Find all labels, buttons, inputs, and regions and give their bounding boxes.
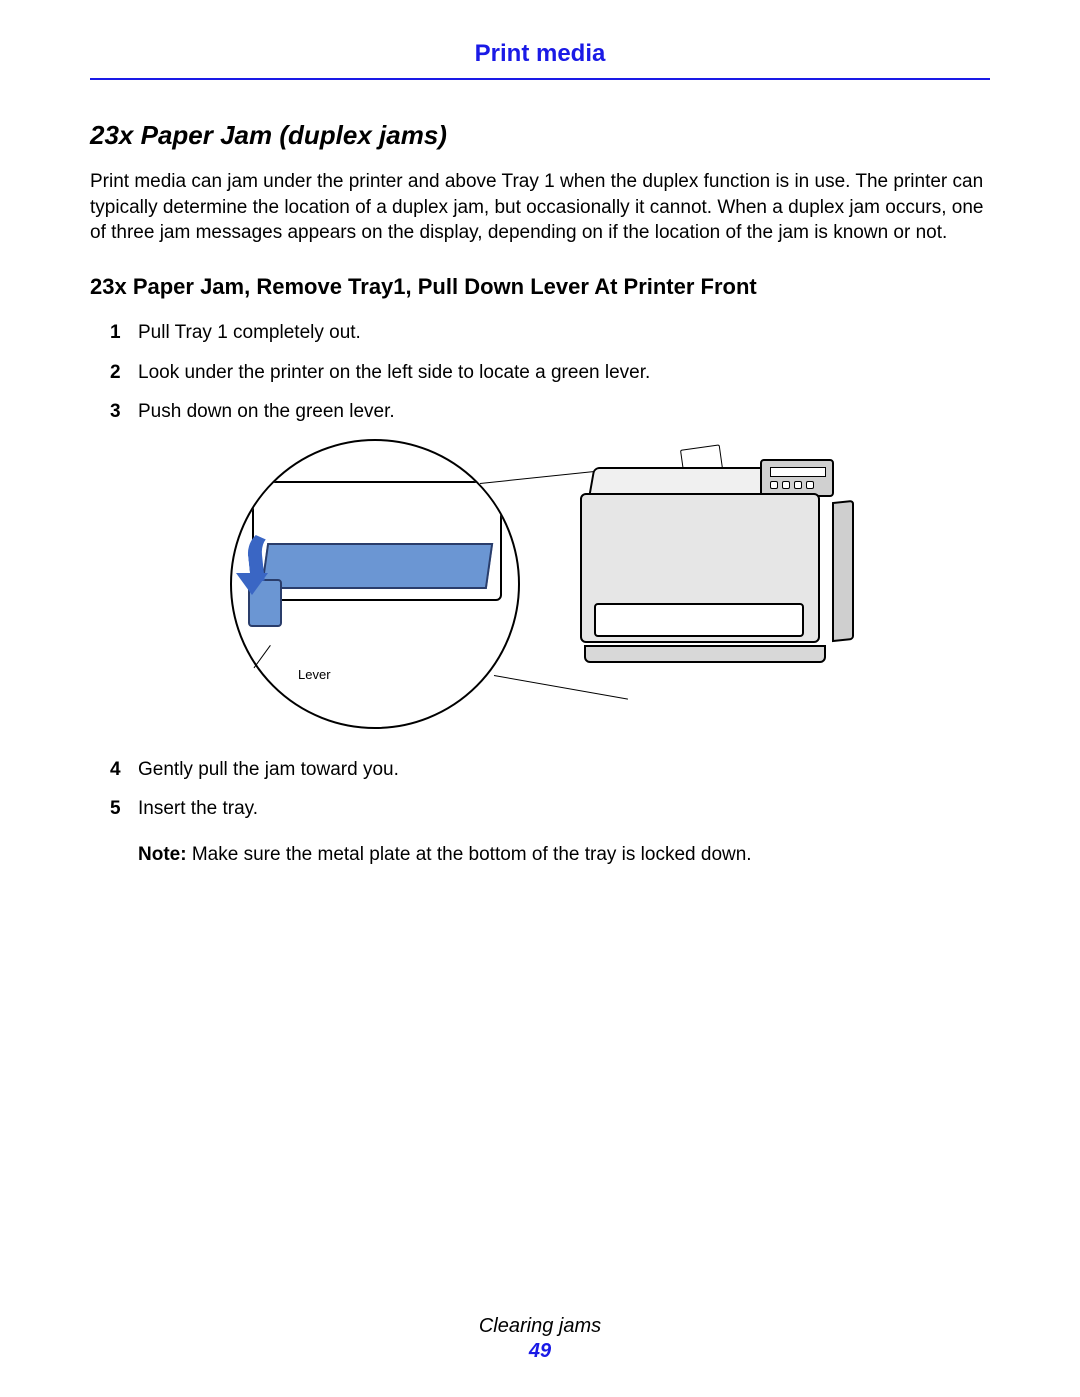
subsection-title: 23x Paper Jam, Remove Tray1, Pull Down L… bbox=[90, 274, 990, 300]
step-number: 4 bbox=[110, 757, 138, 783]
footer-page-number: 49 bbox=[0, 1340, 1080, 1363]
printer-tray-slot bbox=[594, 603, 804, 637]
printer-button-row bbox=[770, 481, 814, 489]
page-footer: Clearing jams 49 bbox=[0, 1315, 1080, 1363]
step-number: 1 bbox=[110, 320, 138, 346]
chapter-title: Print media bbox=[90, 40, 990, 68]
step-4: 4 Gently pull the jam toward you. bbox=[110, 757, 990, 783]
printer-button-icon bbox=[794, 481, 802, 489]
intro-paragraph: Print media can jam under the printer an… bbox=[90, 169, 990, 246]
callout-circle bbox=[230, 439, 520, 729]
figure-container: Lever bbox=[90, 439, 990, 739]
step-number: 5 bbox=[110, 796, 138, 822]
step-text: Look under the printer on the left side … bbox=[138, 360, 990, 386]
note-label: Note: bbox=[138, 844, 187, 865]
printer-figure: Lever bbox=[230, 439, 850, 739]
steps-list: 1 Pull Tray 1 completely out. 2 Look und… bbox=[90, 320, 990, 425]
page: Print media 23x Paper Jam (duplex jams) … bbox=[0, 0, 1080, 1397]
step-text: Gently pull the jam toward you. bbox=[138, 757, 990, 783]
duplex-panel bbox=[261, 543, 493, 589]
step-text: Insert the tray. bbox=[138, 796, 990, 822]
callout-detail bbox=[252, 481, 502, 641]
footer-section-name: Clearing jams bbox=[0, 1315, 1080, 1338]
step-2: 2 Look under the printer on the left sid… bbox=[110, 360, 990, 386]
printer-side bbox=[832, 500, 854, 642]
printer-display-icon bbox=[770, 467, 826, 477]
step-text: Push down on the green lever. bbox=[138, 399, 990, 425]
lever-label: Lever bbox=[298, 667, 331, 682]
note-text: Make sure the metal plate at the bottom … bbox=[187, 844, 752, 865]
section-title: 23x Paper Jam (duplex jams) bbox=[90, 120, 990, 151]
push-down-arrow-icon bbox=[234, 529, 290, 601]
printer-button-icon bbox=[806, 481, 814, 489]
step-5: 5 Insert the tray. bbox=[110, 796, 990, 822]
step-text: Pull Tray 1 completely out. bbox=[138, 320, 990, 346]
printer-base bbox=[584, 645, 826, 663]
step-number: 3 bbox=[110, 399, 138, 425]
step-3: 3 Push down on the green lever. bbox=[110, 399, 990, 425]
printer-control-panel bbox=[760, 459, 834, 497]
step-1: 1 Pull Tray 1 completely out. bbox=[110, 320, 990, 346]
step-number: 2 bbox=[110, 360, 138, 386]
steps-list-continued: 4 Gently pull the jam toward you. 5 Inse… bbox=[90, 757, 990, 822]
printer-button-icon bbox=[770, 481, 778, 489]
note-block: Note: Make sure the metal plate at the b… bbox=[90, 842, 990, 868]
printer-button-icon bbox=[782, 481, 790, 489]
printer-illustration bbox=[550, 453, 850, 683]
header-rule bbox=[90, 78, 990, 80]
